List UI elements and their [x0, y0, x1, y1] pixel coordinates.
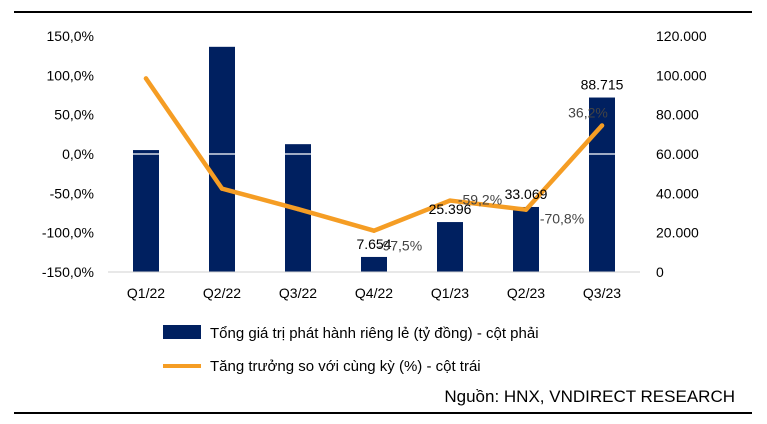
- x-tick-label: Q3/23: [583, 285, 621, 301]
- bar: [437, 222, 463, 272]
- source-note: Nguồn: HNX, VNDIRECT RESEARCH: [444, 387, 735, 406]
- x-tick-label: Q2/22: [203, 285, 241, 301]
- right-tick-label: 100.000: [656, 67, 707, 83]
- right-tick-label: 0: [656, 264, 664, 280]
- right-tick-label: 20.000: [656, 225, 699, 241]
- right-tick-label: 120.000: [656, 28, 707, 44]
- line-point: [523, 207, 529, 212]
- right-tick-label: 60.000: [656, 146, 699, 162]
- legend-line-label: Tăng trưởng so với cùng kỳ (%) - cột trá…: [210, 358, 481, 375]
- line-data-labels: -97,5% -59,2% -70,8% 36,2%: [378, 105, 608, 254]
- line-point: [599, 123, 605, 128]
- line-point: [295, 206, 301, 212]
- right-tick-label: 40.000: [656, 185, 699, 201]
- left-axis: 150,0% 100,0% 50,0% 0,0% -50,0% -100,0% -150,0…: [42, 28, 94, 280]
- line-series: [143, 76, 605, 233]
- bar-series: [133, 46, 615, 273]
- bar-data-label: 88.715: [581, 77, 624, 93]
- bar: [209, 46, 235, 272]
- line-point: [447, 198, 453, 203]
- x-tick-label: Q2/23: [507, 285, 545, 301]
- x-tick-label: Q4/22: [355, 285, 393, 301]
- bar: [133, 150, 159, 272]
- legend-bar-label: Tổng giá trị phát hành riêng lẻ (tỷ đồng…: [210, 325, 539, 342]
- bar-data-label: 33.069: [505, 186, 548, 202]
- left-tick-label: -50,0%: [50, 185, 94, 201]
- left-tick-label: 100,0%: [47, 67, 94, 83]
- line-data-label: -59,2%: [458, 192, 502, 208]
- legend: Tổng giá trị phát hành riêng lẻ (tỷ đồng…: [163, 325, 539, 375]
- line-data-label: -70,8%: [540, 211, 584, 227]
- right-axis: 120.000 100.000 80.000 60.000 40.000 20.000 0: [656, 28, 707, 280]
- bar-data-label: 25.396: [429, 201, 472, 217]
- line-point: [219, 186, 225, 191]
- bar-data-label: 7.654: [356, 236, 391, 252]
- line-data-label: -97,5%: [378, 238, 422, 254]
- right-tick-label: 80.000: [656, 107, 699, 123]
- x-axis: Q1/22 Q2/22 Q3/22 Q4/22 Q1/23 Q2/23 Q3/23: [127, 285, 621, 301]
- left-tick-label: 0,0%: [62, 146, 94, 162]
- bar: [361, 256, 387, 272]
- line-point: [143, 76, 149, 81]
- left-tick-label: 150,0%: [47, 28, 94, 44]
- left-tick-label: -150,0%: [42, 264, 94, 280]
- line-data-label: 36,2%: [568, 105, 608, 121]
- left-tick-label: 50,0%: [54, 107, 94, 123]
- line-point: [371, 228, 377, 233]
- x-tick-label: Q3/22: [279, 285, 317, 301]
- bar: [513, 206, 539, 272]
- left-tick-label: -100,0%: [42, 225, 94, 241]
- x-tick-label: Q1/23: [431, 285, 469, 301]
- bar-data-labels: 7.654 25.396 33.069 88.715: [356, 77, 623, 252]
- x-tick-label: Q1/22: [127, 285, 165, 301]
- legend-bar-swatch: [163, 325, 201, 339]
